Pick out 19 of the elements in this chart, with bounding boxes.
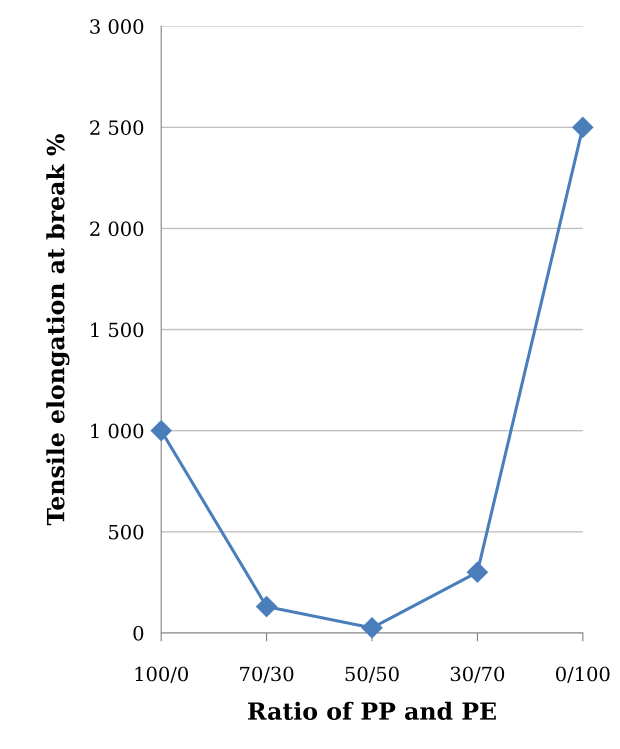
x-axis-title: Ratio of PP and PE — [248, 702, 496, 720]
y-axis-title: Tensile elongation at break % — [46, 134, 70, 526]
point — [361, 617, 383, 638]
y-tick-label: 1 500 — [91, 322, 144, 338]
y-tick-label: 3 000 — [90, 19, 144, 34]
y-tick-label: 1 000 — [91, 424, 144, 438]
x-tick-label: 0/100 — [556, 666, 610, 683]
point — [150, 420, 172, 442]
y-tick-label: 2 500 — [90, 120, 144, 135]
point — [256, 596, 278, 618]
point — [572, 116, 594, 138]
y-tick-label: 0 — [133, 626, 144, 641]
x-tick-label: 50/50 — [346, 666, 399, 683]
x-tick-label: 30/70 — [450, 666, 504, 683]
point — [466, 562, 488, 583]
x-tick-label: 100/0 — [136, 666, 188, 683]
y-tick-label: 2 000 — [90, 221, 144, 236]
y-tick-label: 500 — [109, 524, 144, 540]
x-tick-label: 70/30 — [240, 666, 294, 683]
